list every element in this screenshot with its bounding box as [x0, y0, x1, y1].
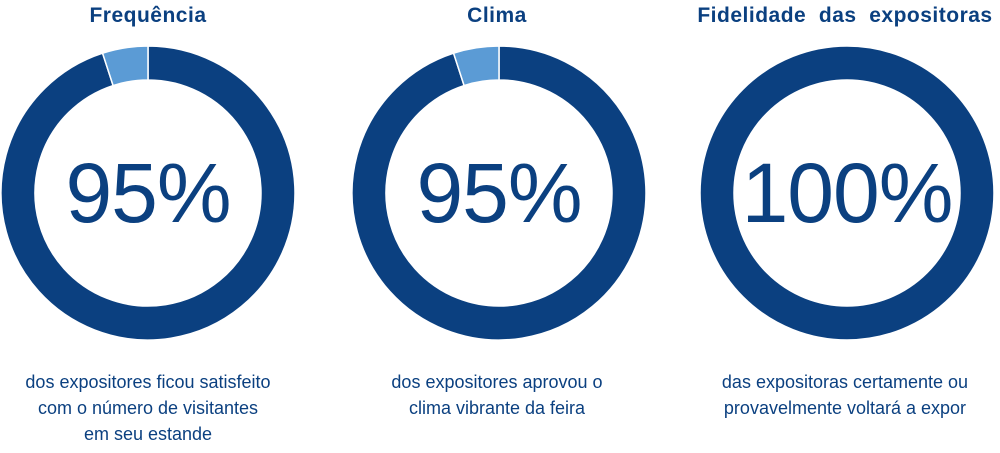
- chart-caption: dos expositores ficou satisfeito com o n…: [0, 369, 313, 447]
- donut-value-label: 95%: [416, 145, 582, 240]
- donut-svg: [700, 46, 994, 340]
- chart-title: Frequência: [89, 4, 207, 27]
- chart-caption: dos expositores aprovou o clima vibrante…: [332, 369, 662, 421]
- donut-slice: [452, 46, 500, 87]
- caption-line: dos expositores aprovou o: [391, 372, 603, 392]
- caption-line: em seu estande: [83, 424, 213, 444]
- donut-slice: [101, 46, 149, 87]
- donut-value-label: 100%: [741, 145, 954, 240]
- donut-slice: [352, 46, 646, 340]
- donut-slice: [700, 46, 994, 340]
- donut-chart: 100%: [700, 46, 994, 340]
- caption-line: provavelmente voltará a expor: [723, 398, 967, 418]
- chart-title: Clima: [467, 4, 527, 27]
- chart-caption: das expositoras certamente ou provavelme…: [680, 369, 1000, 421]
- chart-clima: Clima 95% dos expositores aprovou o clim…: [332, 0, 662, 453]
- chart-frequencia: Frequência 95% dos expositores ficou sat…: [0, 0, 313, 453]
- donut-svg: [352, 46, 646, 340]
- donut-slice: [1, 46, 295, 340]
- chart-title: Fidelidade das expositoras: [697, 4, 993, 27]
- caption-line: das expositoras certamente ou: [721, 372, 969, 392]
- caption-line: dos expositores ficou satisfeito: [25, 372, 271, 392]
- donut-svg: [1, 46, 295, 340]
- caption-line: clima vibrante da feira: [408, 398, 586, 418]
- chart-fidelidade: Fidelidade das expositoras 100% das expo…: [680, 0, 1000, 453]
- donut-chart: 95%: [352, 46, 646, 340]
- caption-line: com o número de visitantes: [37, 398, 259, 418]
- donut-value-label: 95%: [65, 145, 231, 240]
- donut-chart: 95%: [1, 46, 295, 340]
